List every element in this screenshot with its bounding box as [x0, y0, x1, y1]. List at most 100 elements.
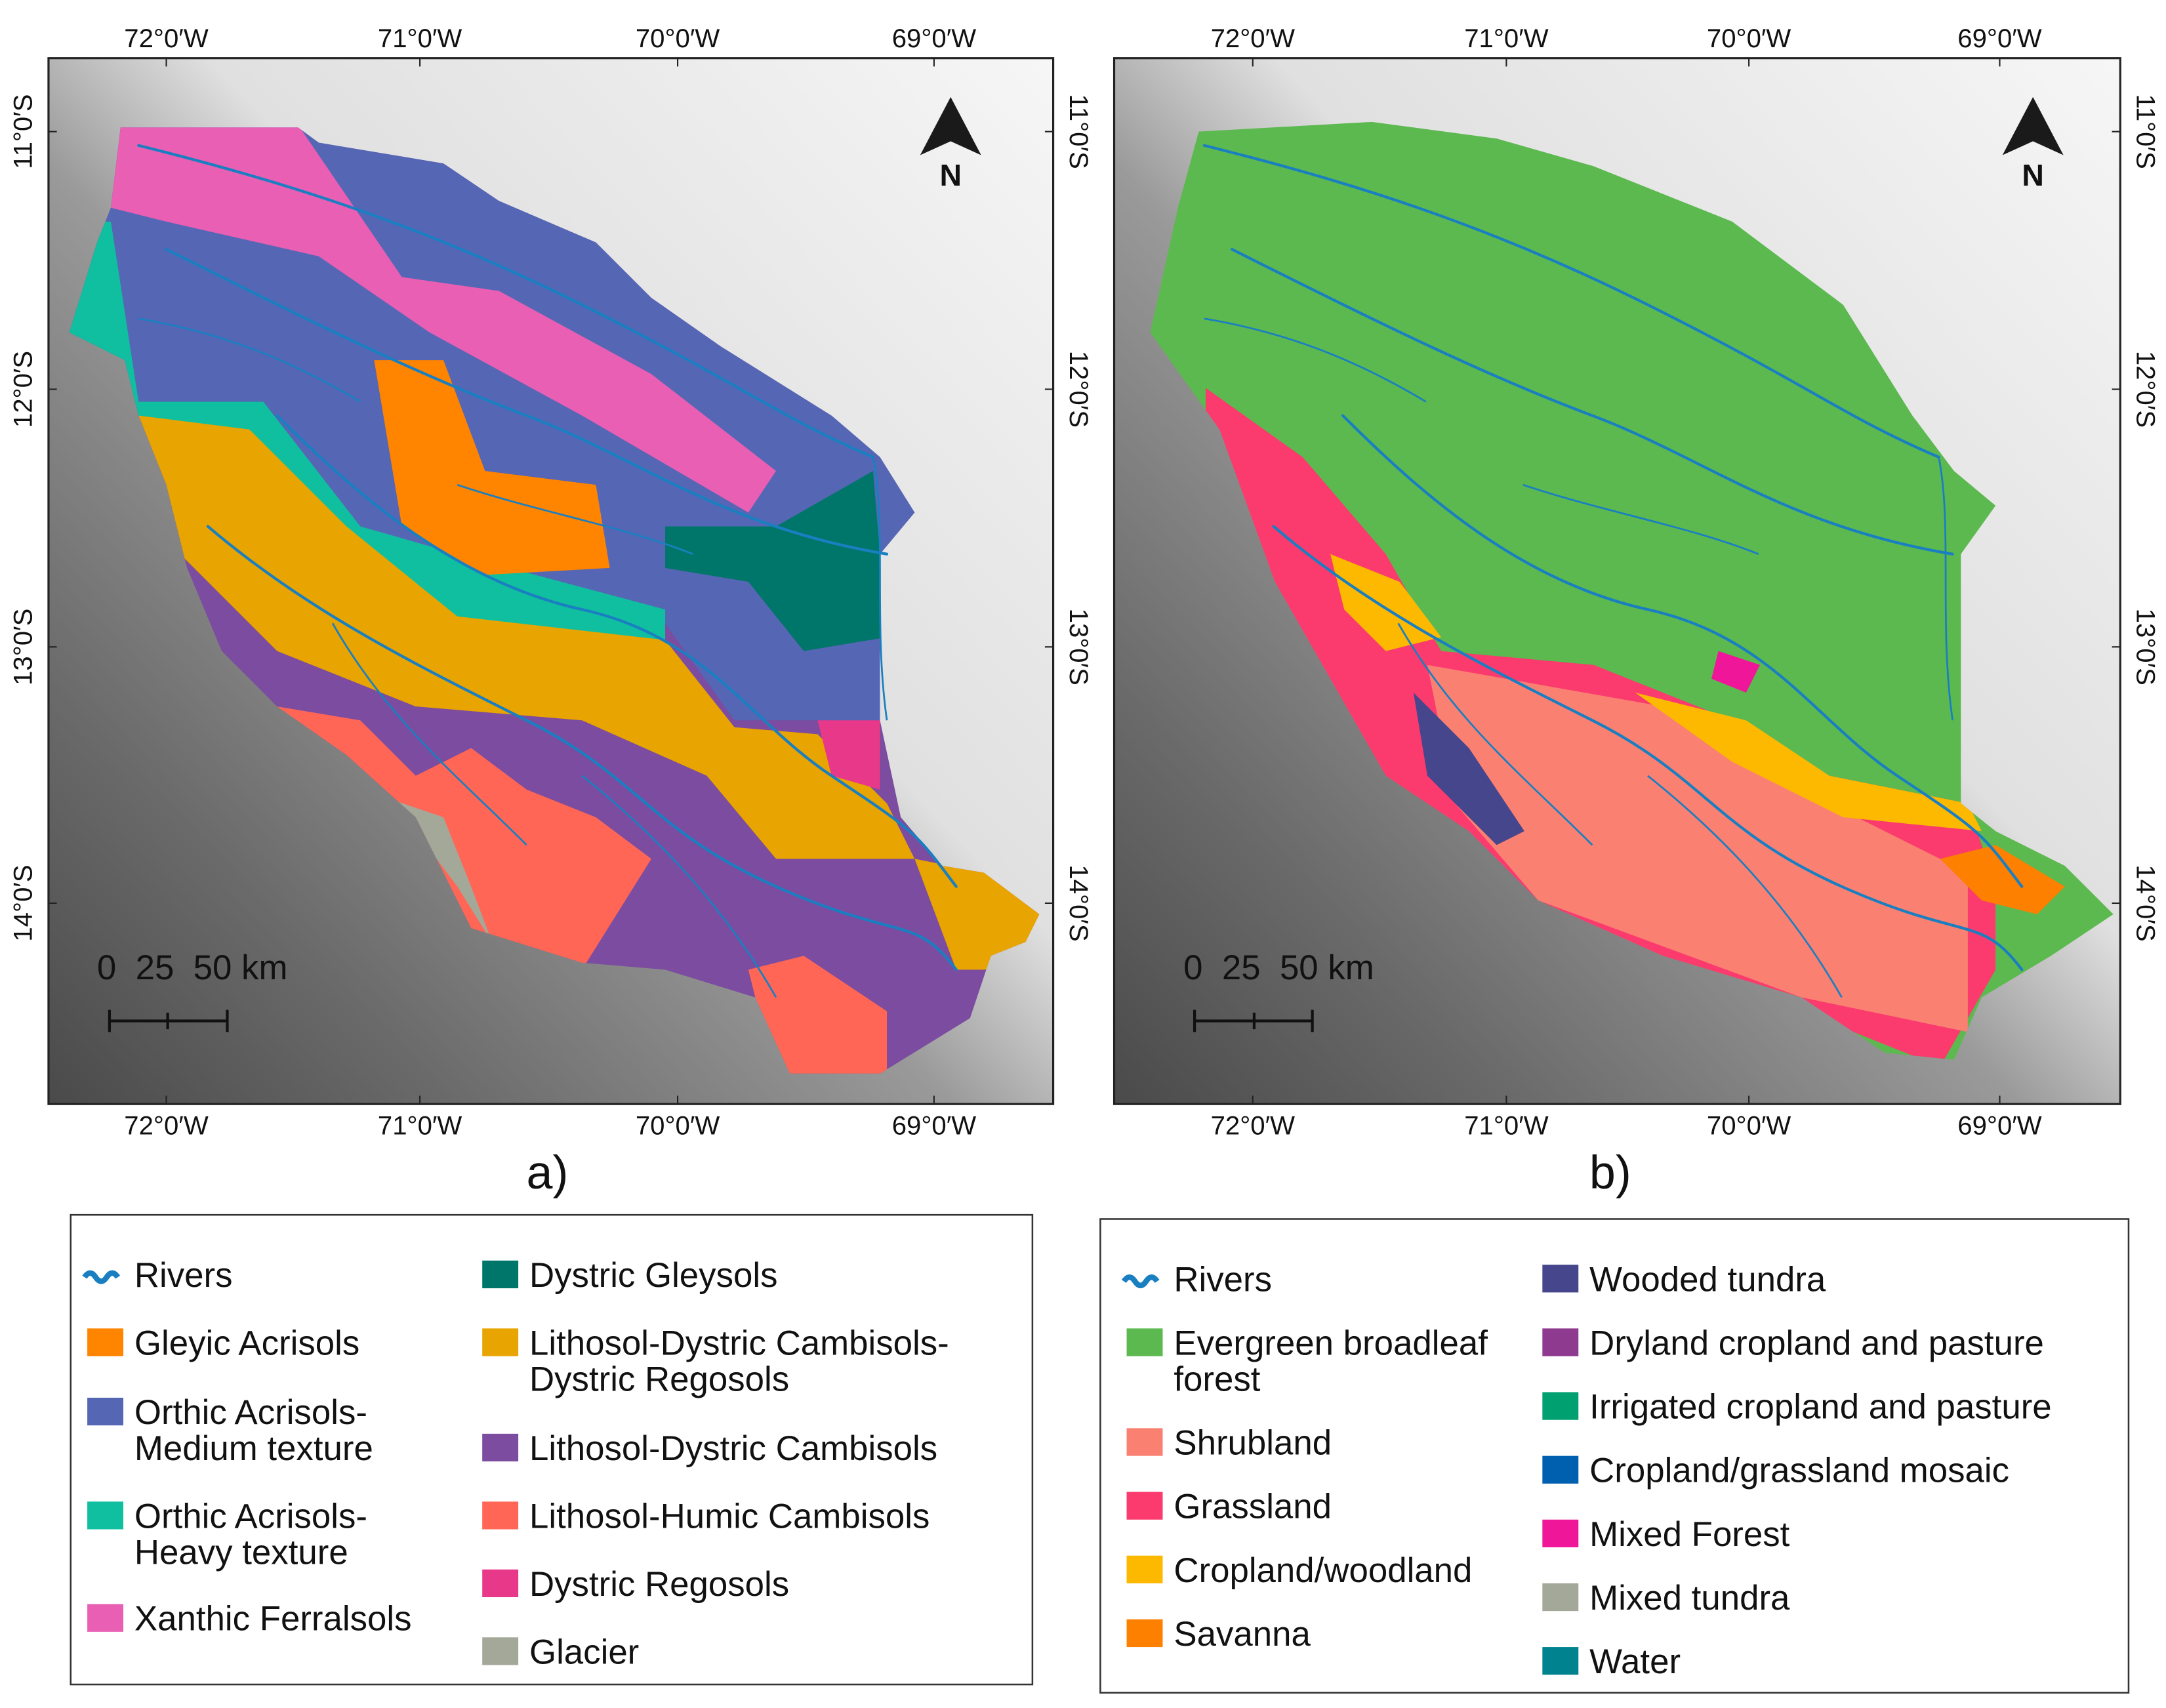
- legend-label: Water: [1589, 1642, 1681, 1681]
- lon-tick-label: 69°0′W: [892, 1111, 977, 1141]
- legend-label: Rivers: [1174, 1260, 1272, 1299]
- legend-item: Glacier: [482, 1633, 639, 1671]
- legend-swatch: [482, 1501, 519, 1530]
- legend-label: Xanthic Ferralsols: [134, 1600, 412, 1638]
- legend-label: forest: [1174, 1360, 1260, 1398]
- north-arrow: N: [2002, 96, 2064, 192]
- lat-tick-label: 12°0′S: [2131, 351, 2161, 428]
- legend-swatch: [482, 1328, 519, 1356]
- lon-tick-label: 70°0′W: [636, 24, 720, 53]
- lat-tick-label: 13°0′S: [1064, 609, 1093, 685]
- legend-swatch: [482, 1569, 519, 1598]
- rivers: [137, 144, 958, 998]
- lat-tick-label: 11°0′S: [2131, 94, 2161, 169]
- lat-tick-label: 13°0′S: [9, 609, 38, 685]
- north-arrow-icon: [2002, 96, 2064, 155]
- legend-item: Wooded tundra: [1542, 1260, 1826, 1299]
- lon-tick-label: 70°0′W: [1707, 1111, 1791, 1141]
- legend-item: Shrubland: [1126, 1424, 1332, 1463]
- legend-item: Cropland/woodland: [1126, 1551, 1472, 1590]
- legend-label: Wooded tundra: [1589, 1260, 1826, 1299]
- soil-gleyic-acrisols: [374, 360, 610, 575]
- legend-item: Water: [1542, 1642, 1681, 1681]
- legend-label: Lithosol-Dystric Cambisols: [529, 1429, 937, 1468]
- soil-xanthic-ferralsols: [111, 127, 777, 513]
- legend-label: Savanna: [1174, 1615, 1311, 1654]
- lon-tick-label: 71°0′W: [1464, 1111, 1549, 1141]
- legend-swatch: [1126, 1492, 1163, 1520]
- soil-dystric-regosols: [817, 720, 880, 790]
- lat-tick-label: 11°0′S: [9, 94, 38, 169]
- legend-item: Lithosol-Dystric Cambisols-Dystric Regos…: [482, 1324, 949, 1398]
- legend-swatch: [1126, 1555, 1163, 1583]
- legend-label: Dryland cropland and pasture: [1589, 1324, 2044, 1362]
- cover-wooded-tundra: [1413, 692, 1524, 845]
- legend-swatch: [482, 1637, 519, 1665]
- legend-item: Orthic Acrisols- Heavy texture: [87, 1497, 367, 1572]
- panel-label: b): [1589, 1147, 1631, 1199]
- cover-mixed-forest: [1711, 651, 1761, 693]
- scale-bar: 0 25 50 km: [1183, 948, 1374, 1032]
- lat-tick-label: 12°0′S: [9, 351, 38, 428]
- lat-tick-label: 11°0′S: [1064, 94, 1093, 169]
- legend-label: Evergreen broadleaf: [1174, 1324, 1488, 1362]
- lat-tick-label: 14°0′S: [1064, 864, 1093, 941]
- legend-swatch: [87, 1501, 124, 1530]
- scale-bar-label: 0 25 50 km: [97, 948, 288, 987]
- legend-label: Dystric Regosols: [529, 1565, 789, 1604]
- legend-swatch: [1542, 1583, 1579, 1612]
- legend-item: Lithosol-Humic Cambisols: [482, 1497, 930, 1535]
- lon-tick-label: 71°0′W: [378, 1111, 462, 1141]
- north-label: N: [939, 158, 962, 192]
- legend-label: Cropland/woodland: [1174, 1551, 1472, 1590]
- legend-label: Mixed tundra: [1589, 1579, 1790, 1617]
- legend-label: Heavy texture: [134, 1533, 348, 1572]
- legend-item: Mixed Forest: [1542, 1515, 1790, 1554]
- legend-label: Rivers: [134, 1256, 233, 1295]
- legend-swatch: [1542, 1265, 1579, 1293]
- legend-item: Lithosol-Dystric Cambisols: [482, 1429, 937, 1468]
- map-frame: [47, 57, 1055, 1105]
- north-arrow: N: [920, 96, 981, 192]
- legend-item: Savanna: [1126, 1615, 1311, 1654]
- legend-label: Lithosol-Dystric Cambisols-: [529, 1324, 949, 1362]
- north-label: N: [2022, 158, 2044, 192]
- legend-swatch: [87, 1604, 124, 1632]
- legend-item: Rivers: [82, 1256, 233, 1295]
- legend-swatch: [87, 1328, 124, 1356]
- legend-swatch: [1542, 1519, 1579, 1548]
- legend-item: Rivers: [1121, 1260, 1272, 1299]
- legend-label: Grassland: [1174, 1488, 1332, 1526]
- soil-lithosol-dystric-cambisols-regosols: [138, 415, 1040, 970]
- lat-tick-label: 13°0′S: [2131, 609, 2161, 685]
- legend-label: Lithosol-Humic Cambisols: [529, 1497, 930, 1535]
- legend-item: Dystric Gleysols: [482, 1256, 777, 1295]
- legend-item: Orthic Acrisols-Medium texture: [87, 1393, 373, 1468]
- lat-tick-label: 14°0′S: [2131, 864, 2161, 941]
- lon-tick-label: 71°0′W: [378, 24, 462, 53]
- soil-lithosol-humic-cambisols: [748, 956, 888, 1074]
- legend-item: Irrigated cropland and pasture: [1542, 1388, 2052, 1427]
- legend-item: Mixed tundra: [1542, 1579, 1790, 1617]
- lon-tick-label: 72°0′W: [124, 1111, 209, 1141]
- lon-tick-label: 69°0′W: [892, 24, 977, 53]
- legend-label: Orthic Acrisols-: [134, 1497, 367, 1535]
- legend-label: Dystric Regosols: [529, 1360, 789, 1398]
- lon-tick-label: 72°0′W: [124, 24, 209, 53]
- legend-b-box: [1099, 1218, 2130, 1694]
- rivers: [1202, 144, 2024, 998]
- lat-tick-label: 12°0′S: [1064, 351, 1093, 428]
- legend-swatch: [482, 1260, 519, 1289]
- legend-label: Shrubland: [1174, 1424, 1332, 1463]
- legend-swatch: [1126, 1328, 1163, 1356]
- legend-label: Orthic Acrisols-: [134, 1393, 367, 1432]
- scale-bar-label: 0 25 50 km: [1183, 948, 1374, 987]
- soil-dystric-gleysols: [665, 471, 888, 651]
- river-wave-icon: [82, 1270, 121, 1284]
- legend-swatch: [1126, 1619, 1163, 1648]
- legend-label: Mixed Forest: [1589, 1515, 1790, 1554]
- legend-swatch: [482, 1433, 519, 1462]
